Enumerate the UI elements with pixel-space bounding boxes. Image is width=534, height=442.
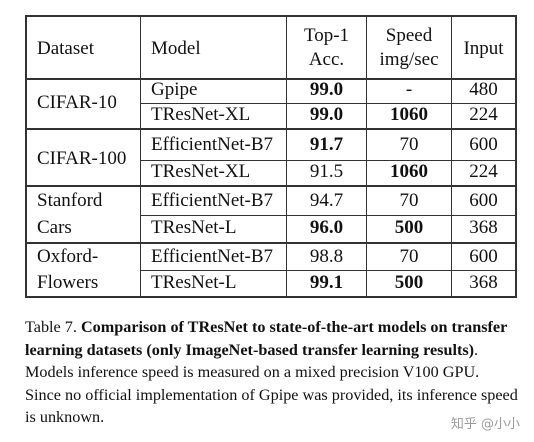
acc-cell: 91.7 (309, 134, 344, 155)
row-divider (140, 160, 515, 161)
caption-prefix: Table 7. (25, 318, 81, 336)
input-cell: 480 (469, 79, 498, 100)
dataset-cell: CIFAR-100 (37, 148, 127, 169)
col-divider (366, 17, 367, 296)
input-cell: 368 (469, 272, 498, 293)
acc-cell: 94.7 (309, 190, 344, 211)
speed-cell: 500 (394, 217, 424, 238)
model-cell: Gpipe (151, 79, 198, 100)
header-speed-line1: Speed (385, 25, 433, 46)
caption-bold: Comparison of TResNet to state-of-the-ar… (25, 318, 507, 359)
speed-cell: 1060 (390, 161, 428, 182)
model-cell: TResNet-XL (151, 104, 251, 125)
col-divider (286, 17, 287, 296)
speed-cell: 70 (399, 246, 419, 267)
group-divider (27, 185, 515, 187)
dataset-cell: Oxford- (37, 246, 99, 267)
group-divider (27, 128, 515, 130)
table-caption: Table 7. Comparison of TResNet to state-… (25, 316, 519, 429)
header-dataset: Dataset (37, 38, 94, 59)
model-cell: EfficientNet-B7 (151, 246, 274, 267)
input-cell: 600 (469, 134, 498, 155)
model-cell: EfficientNet-B7 (151, 134, 274, 155)
acc-cell: 99.0 (309, 104, 344, 125)
header-divider (27, 78, 515, 80)
header-top1-line2: Acc. (308, 49, 345, 70)
row-divider (140, 215, 515, 216)
header-top1-line1: Top-1 (303, 25, 350, 46)
model-cell: EfficientNet-B7 (151, 190, 274, 211)
model-cell: TResNet-L (151, 272, 237, 293)
col-divider (140, 17, 141, 296)
acc-cell: 99.1 (309, 272, 344, 293)
dataset-cell: Stanford (37, 190, 103, 211)
dataset-cell: Flowers (37, 272, 99, 293)
dataset-cell: Cars (37, 217, 72, 238)
results-table: Dataset Model Top-1 Acc. Speed img/sec I… (25, 15, 517, 298)
col-divider (451, 17, 452, 296)
acc-cell: 91.5 (309, 161, 344, 182)
input-cell: 224 (469, 161, 498, 182)
speed-cell: 70 (399, 190, 419, 211)
acc-cell: 99.0 (309, 79, 344, 100)
dataset-cell: CIFAR-10 (37, 92, 117, 113)
speed-cell: - (405, 79, 413, 100)
input-cell: 600 (469, 190, 498, 211)
watermark: 知乎 @小小 (451, 413, 520, 432)
caption-rest: . Models inference speed is measured on … (25, 340, 518, 427)
header-input: Input (463, 38, 504, 59)
row-divider (140, 103, 515, 104)
group-divider (27, 242, 515, 244)
speed-cell: 70 (399, 134, 419, 155)
input-cell: 368 (469, 217, 498, 238)
watermark-text: 知乎 @小小 (450, 417, 520, 432)
model-cell: TResNet-L (151, 217, 237, 238)
acc-cell: 96.0 (309, 217, 344, 238)
speed-cell: 500 (394, 272, 424, 293)
header-speed-line2: img/sec (379, 49, 439, 70)
speed-cell: 1060 (390, 104, 428, 125)
model-cell: TResNet-XL (151, 161, 251, 182)
header-model: Model (151, 38, 201, 59)
input-cell: 600 (469, 246, 498, 267)
input-cell: 224 (469, 104, 498, 125)
row-divider (140, 270, 515, 271)
acc-cell: 98.8 (309, 246, 344, 267)
